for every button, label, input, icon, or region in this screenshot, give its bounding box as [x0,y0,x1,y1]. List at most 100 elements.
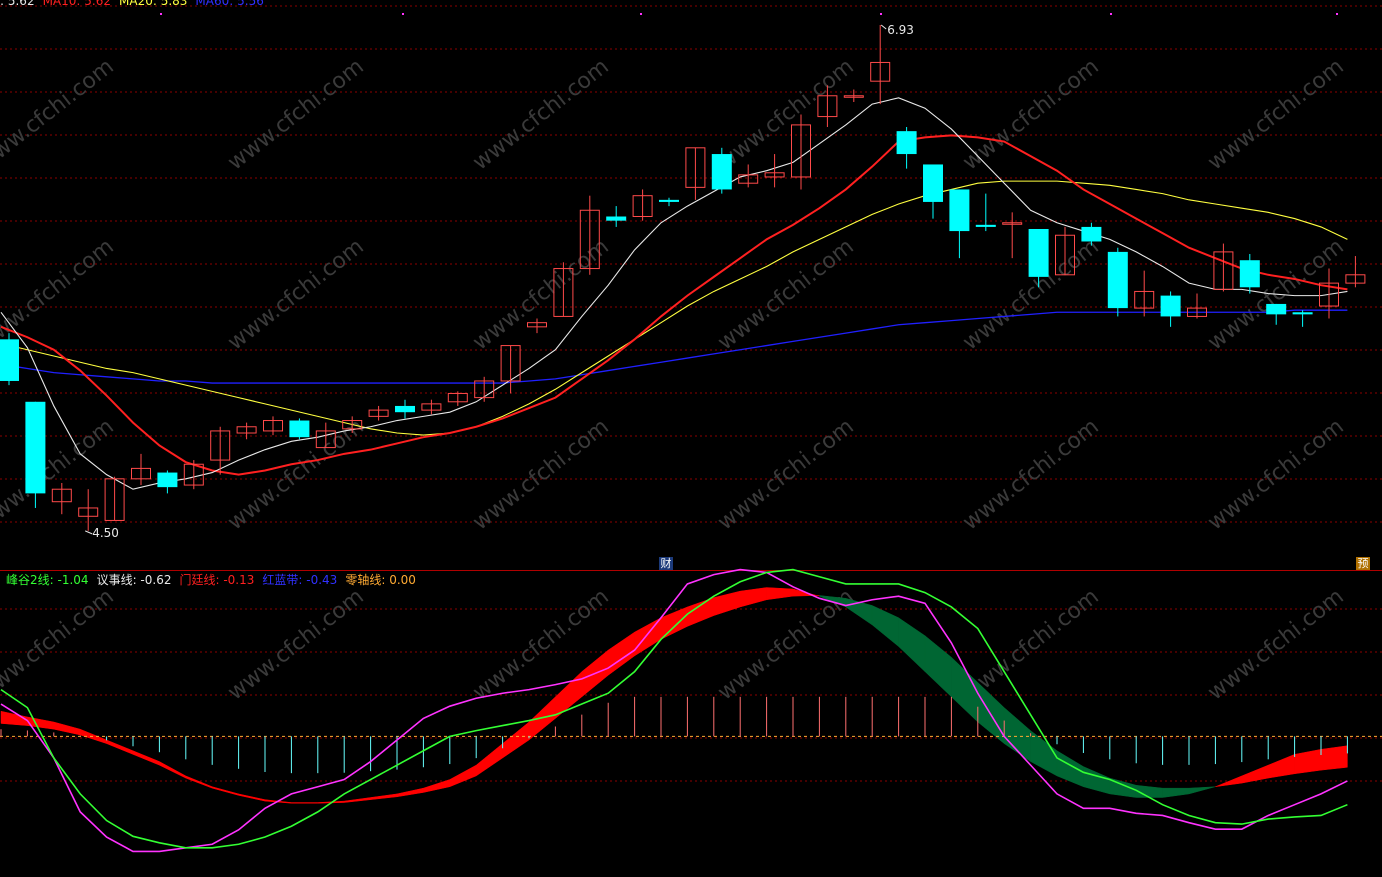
watermark: www.cfchi.com [1203,54,1348,175]
legend-value: 5.56 [237,0,264,8]
ribbon-segment [502,721,530,759]
candle-body [25,401,46,494]
legend-item: MA60: 5.56 [195,0,263,8]
candle-body [1187,307,1207,317]
legend-item: 议事线: -0.62 [97,573,172,587]
candle-body [659,199,679,202]
candle-body [975,224,996,227]
candle-body [395,405,415,413]
candle-body [896,131,917,155]
candle-body [923,164,943,202]
legend-value: -1.04 [57,573,89,587]
forecast-marker[interactable]: 预 [1356,557,1370,570]
watermark: www.cfchi.com [468,54,613,175]
candle-body [1239,260,1260,288]
legend-label: 峰谷2线: [6,573,58,587]
candle-body [1319,282,1339,307]
low-price-label: 4.50 [92,526,119,540]
ribbon-segment [739,587,767,608]
candle-body [553,268,574,317]
marker-dot [640,13,642,15]
candle-body [210,430,231,461]
watermark: www.cfchi.com [958,414,1103,535]
ribbon-segment [291,802,319,804]
marker-dot [1110,13,1112,15]
legend-item: 门廷线: -0.13 [179,573,254,587]
ma10-line [0,134,1348,476]
watermark: www.cfchi.com [223,584,368,705]
watermark: www.cfchi.com [468,234,613,355]
candle-body [183,463,204,486]
candle-body [131,467,151,480]
watermark: www.cfchi.com [713,234,858,355]
candle-body [236,426,257,434]
legend-label: 零轴线: [345,573,390,587]
watermark: www.cfchi.com [0,54,119,175]
candle-body [78,507,99,517]
candle-body [1107,251,1128,309]
ribbon-segment [475,743,503,777]
ribbon-segment [159,761,187,779]
ribbon-segment [185,775,213,789]
candle-body [447,392,468,403]
financial-report-marker[interactable]: 财 [659,557,673,570]
ribbon-segment [1267,753,1295,779]
legend-item: 零轴线: 0.00 [345,573,416,587]
ribbon-segment [53,721,81,736]
candle-body [791,124,811,178]
main-legend: : 5.62 MA10: 5.62 MA20: 5.83 MA60: 5.56 [0,0,272,8]
candle-body [51,488,72,503]
candle-body [817,95,838,118]
ribbon-segment [555,671,583,719]
ma5-line [0,97,1348,490]
ribbon-segment [1003,707,1031,763]
ribbon-segment [1162,787,1190,798]
candle-body [843,95,864,98]
ribbon-segment [370,793,398,800]
legend-label: : [0,0,8,8]
ribbon-segment [871,605,899,648]
ribbon-segment [449,764,477,788]
sub-legend: 峰谷2线: -1.04 议事线: -0.62 门廷线: -0.13 红蓝带: -0.4… [6,571,424,588]
marker-dot [402,13,404,15]
candle-body [500,345,521,382]
legend-value: -0.13 [223,573,255,587]
ribbon-segment [898,617,926,673]
legend-item: MA10: 5.62 [43,0,111,8]
ribbon-segment [1320,745,1348,771]
ribbon-segment [1135,784,1163,798]
legend-value: -0.62 [140,573,172,587]
candle-body [579,209,600,270]
legend-label: 议事线: [96,573,141,587]
legend-item: MA20: 5.83 [119,0,187,8]
watermark: www.cfchi.com [1203,584,1348,705]
candle-body [685,147,706,188]
candle-body [315,430,336,449]
legend-value: 5.62 [84,0,111,8]
yishi-line [0,568,1348,853]
legend-label: 红蓝带: [262,573,307,587]
watermark: www.cfchi.com [223,54,368,175]
ribbon-segment [1241,764,1269,784]
watermark: www.cfchi.com [0,414,119,535]
candle-body [1266,303,1287,315]
candle-body [263,420,283,432]
candle-body [738,174,759,184]
watermark: www.cfchi.com [223,234,368,355]
ribbon-segment [1215,775,1243,787]
peak-valley-line [0,568,1348,849]
candle-body [1213,251,1234,290]
candle-body [368,409,389,417]
legend-value: 5.83 [160,0,188,8]
candle-body [157,472,178,488]
legend-label: MA60: [195,0,238,8]
candle-body [0,339,19,381]
watermark: www.cfchi.com [713,414,858,535]
candle-body [1134,290,1155,309]
candle-body [104,478,125,521]
candle-body [764,172,785,178]
legend-item: 红蓝带: -0.43 [262,573,337,587]
low-pointer [85,530,93,535]
